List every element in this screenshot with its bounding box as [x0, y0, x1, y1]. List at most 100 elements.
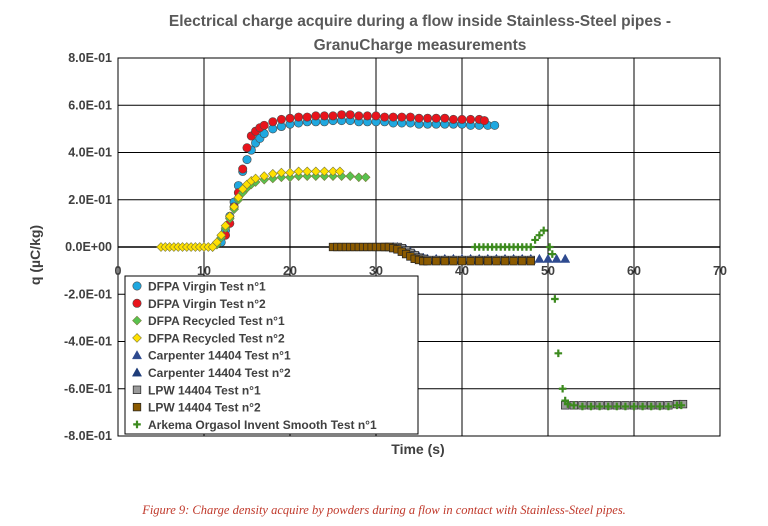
x-tick-label-3: 30: [369, 264, 383, 278]
legend-marker-8: [133, 420, 141, 429]
series-3-point-32: [335, 166, 345, 177]
x-tick-label-0: 0: [115, 264, 122, 278]
series-8-point-26: [587, 402, 595, 411]
data-series: [156, 110, 688, 411]
series-0-point-6: [242, 155, 252, 165]
legend-entry-8: Arkema Orgasol Invent Smooth Test n°1: [133, 418, 377, 432]
series-8-point-28: [604, 402, 612, 411]
legend-marker-3: [132, 333, 142, 343]
y-tick-label-6: -4.0E-01: [64, 335, 112, 349]
series-6-point-37: [678, 399, 688, 409]
series-3-point-23: [259, 171, 270, 181]
series-1-point-14: [302, 112, 312, 122]
series-3-point-18: [233, 192, 244, 203]
series-3: [156, 166, 345, 252]
series-8-point-37: [677, 401, 686, 410]
series-3-point-28: [302, 166, 313, 177]
chart-title-line-2: GranuCharge measurements: [314, 37, 527, 54]
series-8-point-19: [551, 295, 559, 303]
series-7-point-33: [518, 257, 527, 266]
series-7-point-30: [492, 257, 501, 266]
series-3-point-26: [285, 167, 295, 178]
series-2: [207, 171, 371, 252]
legend-box: [124, 275, 419, 435]
series-1-point-11: [276, 114, 286, 124]
legend: DFPA Virgin Test n°1 DFPA Virgin Test n°2…: [124, 275, 419, 435]
legend-label-5: Carpenter 14404 Test n°2: [148, 366, 291, 380]
y-tick-label-4: 0.0E+00: [65, 240, 112, 254]
series-8-point-35: [664, 402, 673, 411]
y-tick-label-1: 6.0E-01: [68, 98, 112, 112]
chart-title: Electrical charge acquire during a flow …: [169, 13, 671, 54]
legend-entry-0: DFPA Virgin Test n°1: [132, 280, 266, 294]
y-tick-label-7: -6.0E-01: [64, 382, 112, 396]
y-tick-label-0: 8.0E-01: [68, 51, 112, 65]
series-3-point-17: [229, 202, 239, 212]
series-3-point-31: [328, 166, 338, 177]
series-7-point-32: [509, 257, 518, 266]
series-8-point-33: [647, 402, 655, 411]
legend-marker-4: [131, 350, 143, 360]
series-4-point-22: [542, 253, 554, 263]
series-3-point-27: [293, 166, 304, 177]
series-1-point-26: [405, 112, 415, 122]
series-1-point-10: [268, 117, 278, 127]
series-1-point-23: [380, 112, 390, 122]
series-7-point-31: [500, 257, 510, 266]
series-0-point-37: [490, 120, 500, 130]
y-axis-label: q (µC/kg): [27, 225, 43, 285]
series-1-point-12: [285, 113, 295, 123]
series-1-point-31: [448, 114, 458, 124]
series-1-point-22: [371, 111, 381, 121]
series-2-point-21: [345, 171, 356, 181]
series-1-point-35: [479, 116, 489, 126]
series-1-point-25: [397, 112, 407, 122]
legend-marker-0: [132, 281, 142, 291]
legend-label-8: Arkema Orgasol Invent Smooth Test n°1: [148, 418, 377, 432]
y-tick-label-3: 2.0E-01: [68, 193, 112, 207]
series-7-point-25: [449, 257, 458, 266]
legend-label-6: LPW 14404 Test n°1: [148, 383, 261, 397]
chart-title-line-1: Electrical charge acquire during a flow …: [169, 13, 671, 30]
series-7-point-34: [526, 257, 535, 266]
series-8-point-24: [570, 401, 578, 410]
legend-entry-5: Carpenter 14404 Test n°2: [131, 366, 291, 380]
legend-label-2: DFPA Recycled Test n°1: [148, 314, 285, 328]
series-2-point-23: [360, 172, 371, 183]
series-3-point-13: [212, 237, 222, 248]
x-axis-label: Time (s): [391, 441, 444, 457]
legend-label-4: Carpenter 14404 Test n°1: [148, 349, 291, 363]
y-tick-labels: 8.0E-01 6.0E-01 4.0E-01 2.0E-01 0.0E+00 -2.0E…: [64, 51, 112, 443]
legend-label-3: DFPA Recycled Test n°2: [148, 331, 285, 345]
series-8-point-15: [535, 231, 544, 239]
series-3-point-29: [310, 166, 321, 177]
x-tick-label-2: 20: [283, 264, 297, 278]
series-8-point-34: [656, 402, 664, 411]
legend-entry-4: Carpenter 14404 Test n°1: [131, 349, 291, 363]
series-1-point-33: [466, 114, 476, 124]
x-tick-label-5: 50: [541, 264, 555, 278]
series-3-point-16: [224, 211, 235, 222]
series-1-point-13: [294, 112, 304, 122]
series-8-point-14: [531, 236, 539, 244]
series-1-point-20: [354, 111, 364, 121]
series-8-point-31: [630, 402, 638, 411]
legend-label-0: DFPA Virgin Test n°1: [148, 280, 266, 294]
legend-marker-2: [132, 315, 142, 326]
series-8-point-32: [638, 402, 647, 411]
series-7-point-27: [466, 257, 475, 266]
series-8: [471, 226, 686, 411]
x-tick-label-6: 60: [627, 264, 641, 278]
series-7-point-22: [423, 257, 432, 266]
series-8-point-21: [558, 384, 567, 393]
x-tick-label-1: 10: [197, 264, 211, 278]
series-7-point-24: [440, 257, 449, 266]
x-tick-labels: 0 10 20 30 40 50 60 70: [115, 264, 727, 278]
series-1-point-4: [238, 164, 248, 174]
y-tick-label-8: -8.0E-01: [64, 429, 112, 443]
series-1-point-17: [328, 111, 338, 121]
x-tick-label-4: 40: [455, 264, 469, 278]
series-3-point-15: [220, 220, 231, 231]
series-1-point-27: [414, 113, 424, 123]
